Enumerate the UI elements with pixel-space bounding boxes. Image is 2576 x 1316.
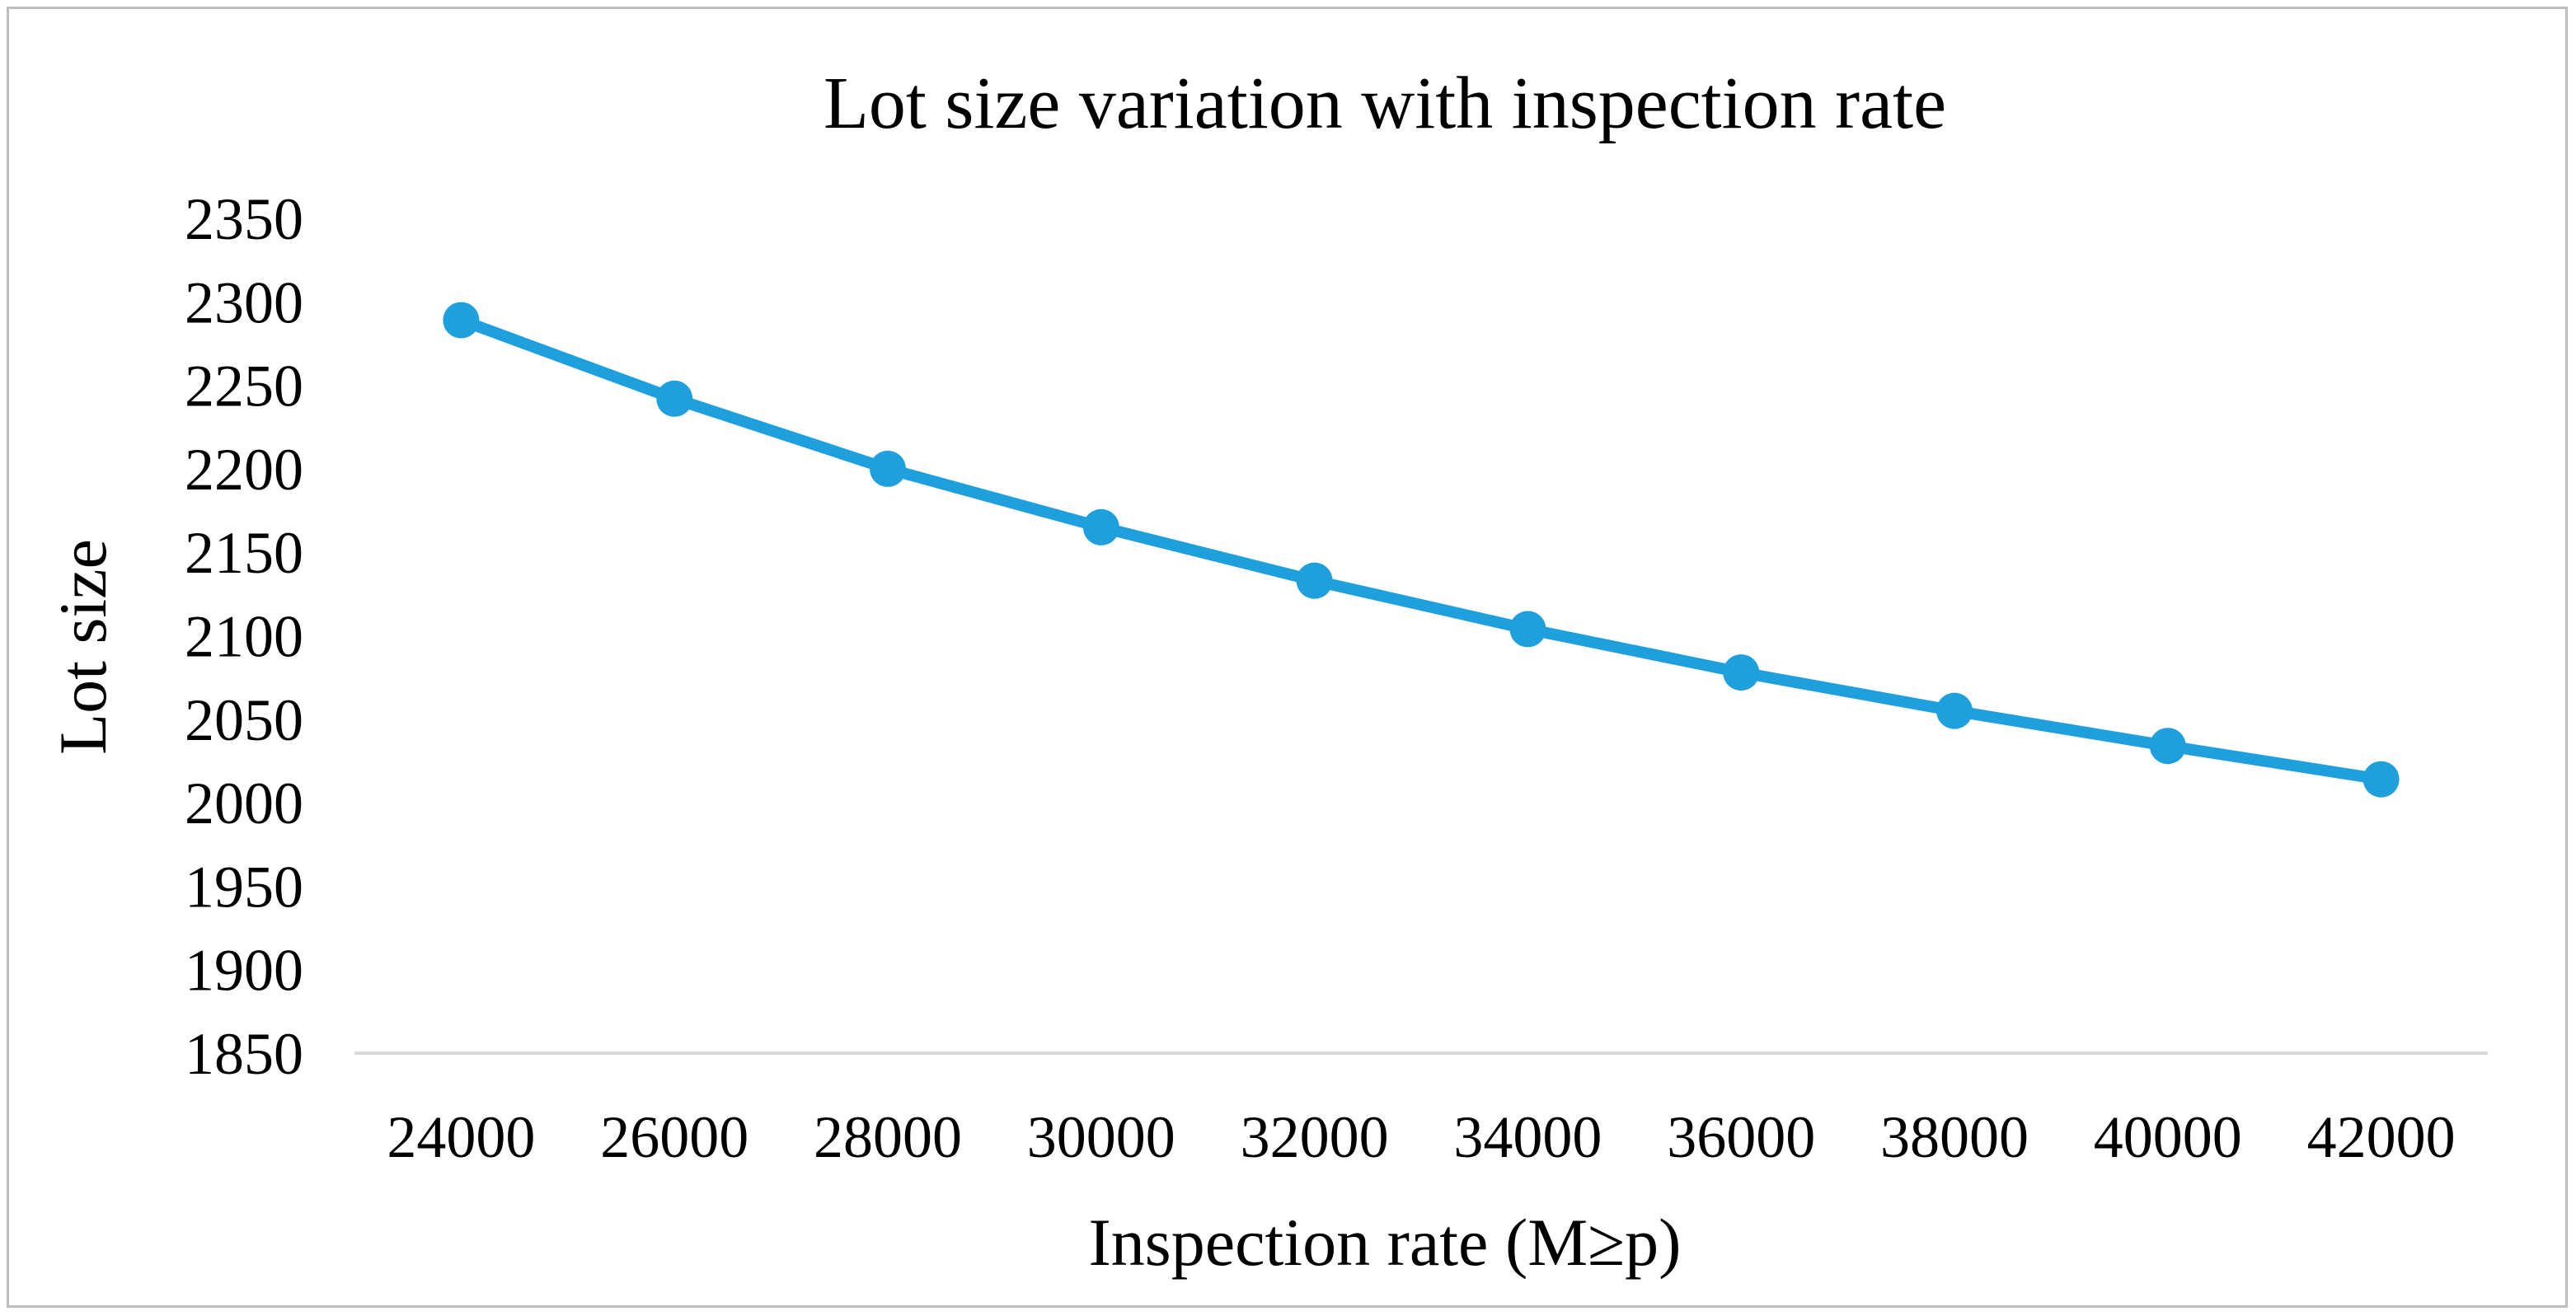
y-tick-label: 2350: [185, 186, 303, 252]
y-axis-title: Lot size: [45, 539, 120, 755]
x-tick-label: 38000: [1880, 1104, 2029, 1170]
data-point: [2363, 761, 2400, 798]
y-tick-label: 2100: [185, 604, 303, 670]
data-point: [443, 302, 480, 339]
series-lot-size: [443, 302, 2400, 798]
series-line: [455, 314, 2387, 785]
data-point: [2149, 728, 2186, 765]
data-point: [656, 380, 693, 417]
data-point: [870, 450, 906, 487]
x-tick-label: 34000: [1453, 1104, 1602, 1170]
y-tick-label: 2000: [185, 770, 303, 836]
x-tick-label: 40000: [2094, 1104, 2242, 1170]
x-tick-label: 24000: [387, 1104, 535, 1170]
chart-title: Lot size variation with inspection rate: [823, 63, 1946, 144]
y-tick-label: 2200: [185, 437, 303, 503]
y-tick-label: 1850: [185, 1021, 303, 1087]
x-tick-label: 36000: [1667, 1104, 1815, 1170]
data-point: [1509, 611, 1546, 648]
y-tick-label: 2050: [185, 687, 303, 753]
data-point: [1082, 508, 1119, 546]
x-tick-label: 26000: [600, 1104, 748, 1170]
data-point: [1296, 562, 1333, 599]
y-tick-label: 2300: [185, 269, 303, 335]
x-tick-label: 42000: [2307, 1104, 2456, 1170]
x-tick-label: 32000: [1241, 1104, 1389, 1170]
x-tick-labels: 24000 26000 28000 30000 32000 34000 36000 38000…: [387, 1104, 2455, 1170]
y-tick-labels: 1850 1900 1950 2000 2050 2100 2150 2200 2250 2300…: [185, 186, 303, 1087]
data-point: [1936, 692, 1973, 729]
x-axis-title: Inspection rate (M≥p): [1089, 1205, 1682, 1280]
y-tick-label: 1950: [185, 854, 303, 920]
data-point: [1723, 654, 1760, 691]
y-tick-label: 2250: [185, 354, 303, 419]
y-tick-label: 2150: [185, 520, 303, 586]
x-tick-label: 30000: [1027, 1104, 1175, 1170]
y-tick-label: 1900: [185, 938, 303, 1004]
chart-frame: [7, 7, 2568, 1308]
x-tick-label: 28000: [814, 1104, 962, 1170]
